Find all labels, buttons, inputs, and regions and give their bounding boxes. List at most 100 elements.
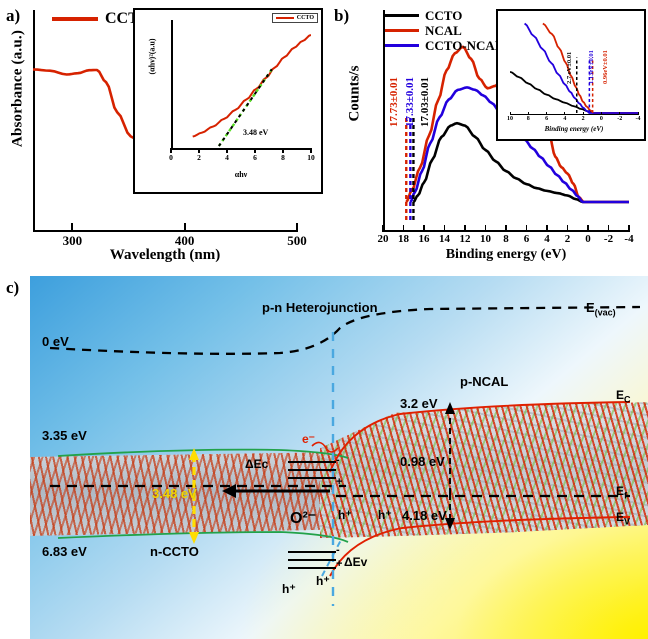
panel-a-label: a): [6, 6, 21, 25]
delta-ev-label: ΔEv: [344, 555, 368, 569]
panel-b-xtick: 12: [459, 233, 471, 245]
panel-b-xtick: 2: [564, 233, 571, 245]
delta-ec-levels: [288, 461, 336, 479]
ev-subscript: V: [624, 516, 631, 527]
inset-a-tickmark: [310, 148, 312, 153]
ef-symbol: E: [616, 484, 625, 498]
legend-label-ccto-ncal: CCTO-NCAL: [425, 37, 504, 53]
series-tauc-ccto: [192, 33, 311, 138]
p-cb-arrowhead-icon: [445, 402, 455, 414]
interface-minus-sign-2: -: [336, 544, 340, 556]
inset-a-tickmark: [282, 148, 284, 153]
p-workfunction-label: 4.18 eV: [402, 508, 447, 523]
inset-onset-label-2: 0.96eV±0.01: [601, 50, 609, 84]
legend-swatch-ncal: [385, 29, 419, 32]
inset-series-ccto-ncal: [524, 22, 638, 114]
ec-symbol: E: [616, 388, 625, 402]
panel-b-xtick: 18: [398, 233, 409, 245]
panel-b-xtick: 4: [544, 233, 550, 245]
n-valence-band-edge: [57, 531, 349, 543]
p-material-label: p-NCAL: [460, 374, 509, 389]
ev-symbol: E: [616, 510, 625, 524]
inset-a-plot: [192, 33, 311, 147]
panel-b-label: b): [334, 6, 350, 25]
inset-b-series-group: [510, 22, 638, 114]
inset-b-tickmark: [600, 112, 602, 115]
panel-b-xtick: 14: [439, 233, 450, 245]
panel-b-xtick: 6: [523, 233, 530, 245]
inset-a-tickmark: [170, 148, 172, 153]
p-cb-energy-label: 3.2 eV: [400, 396, 438, 411]
inset-b-xtick: 4: [563, 116, 567, 122]
inset-b-xtick: 6: [545, 116, 549, 122]
inset-legend-label-ccto: CCTO: [296, 15, 314, 21]
panel-b-tickmark: [505, 225, 507, 232]
inset-b-xtick: -4: [635, 116, 641, 122]
panel-a-axes: [33, 10, 297, 232]
panel-b-tickmark: [423, 225, 425, 232]
panel-a-xtick: 400: [174, 233, 195, 248]
inset-a-tickmark: [254, 148, 256, 153]
panel-b-tickmark: [546, 225, 548, 232]
inset-a-xtick: 2: [197, 153, 201, 162]
oxygen-species-label: O²⁻: [290, 510, 317, 527]
panel-b-tickmark: [443, 225, 446, 232]
panel-b-xtick: 10: [480, 233, 491, 245]
inset-b-plot: [510, 22, 638, 114]
p-valence-band-edge: [329, 516, 631, 577]
panel-b-xtick: 0: [585, 233, 591, 245]
n-ccto-slab: [30, 452, 346, 536]
panel-a-uv-vis: a) Absorbance (a.u.) Wavelength (nm) 300…: [0, 0, 330, 268]
panel-b-ylabel: Counts/s: [346, 65, 363, 122]
ev-label: EV: [616, 510, 630, 526]
electron-label: e⁻: [302, 432, 316, 446]
delta-ec-label: ΔEc: [245, 457, 269, 471]
cutoff-label-2: 17.03±0.01: [419, 76, 432, 127]
band-diagram-lines: [49, 305, 641, 606]
panel-a-inset-tauc: (αhν)²(a.u) αhν 0 2 4 6 8 10 3.48 eV CCTO: [133, 8, 323, 194]
inset-a-tickmark: [226, 148, 228, 153]
inset-b-onset-lines: [575, 57, 594, 113]
n-bandgap-arrowhead-down-icon: [189, 532, 199, 544]
panel-b-legend: CCTO NCAL CCTO-NCAL: [385, 8, 504, 53]
heterojunction-title: p-n Heterojunction: [262, 300, 378, 315]
n-conduction-band-edge: [57, 448, 349, 459]
inset-b-tickmark: [582, 112, 584, 115]
vacuum-level-subscript: (vac): [594, 307, 616, 318]
cutoff-label-0: 17.73±0.01: [388, 76, 401, 127]
n-bandgap-label: 3.48 eV: [152, 486, 197, 501]
inset-b-tickmark: [527, 112, 529, 115]
panel-b-tickmark: [587, 225, 589, 232]
legend-label-ncal: NCAL: [425, 22, 462, 38]
panel-b-xtick: -4: [624, 233, 634, 245]
interface-minus-sign-1: -: [336, 454, 340, 466]
panel-b-tickmark: [566, 225, 569, 232]
inset-onset-label-1: 1.13eV±0.01: [588, 50, 596, 84]
inset-b-xtick: 10: [507, 116, 513, 122]
panel-b-xtick: 16: [418, 233, 430, 245]
series-ccto: [412, 121, 629, 204]
inset-b-xlabel: Binding energy (eV): [544, 125, 604, 133]
inset-a-axes: [171, 20, 311, 150]
panel-c-band-diagram: c): [0, 268, 648, 639]
panel-a-xlabel: Wavelength (nm): [109, 247, 221, 263]
interface-hole-label: h⁺: [316, 574, 330, 588]
inset-b-xtick: 0: [599, 116, 603, 122]
panel-a-ylabel: Absorbance (a.u.): [9, 29, 26, 148]
panel-b-tickmark: [402, 225, 405, 232]
zero-ev-label: 0 eV: [42, 334, 69, 349]
inset-a-legend: CCTO: [271, 13, 318, 23]
n-hole-label: h⁺: [282, 582, 296, 596]
panel-a-xtick: 500: [287, 233, 307, 248]
inset-b-tickmark: [509, 112, 511, 115]
ec-label: EC: [616, 388, 631, 404]
vacuum-level-label: E(vac): [586, 300, 616, 318]
panel-b-xtick: -2: [603, 233, 614, 245]
p-ncal-slab: [320, 402, 648, 538]
ef-subscript: f: [624, 490, 628, 501]
p-conduction-band-edge: [329, 401, 631, 473]
panel-b-xlabel: Binding energy (eV): [445, 247, 567, 262]
legend-row-ncal: NCAL: [385, 23, 504, 38]
panel-b-tickmark: [382, 225, 384, 232]
cutoff-label-1: 17.33±0.01: [404, 76, 417, 127]
